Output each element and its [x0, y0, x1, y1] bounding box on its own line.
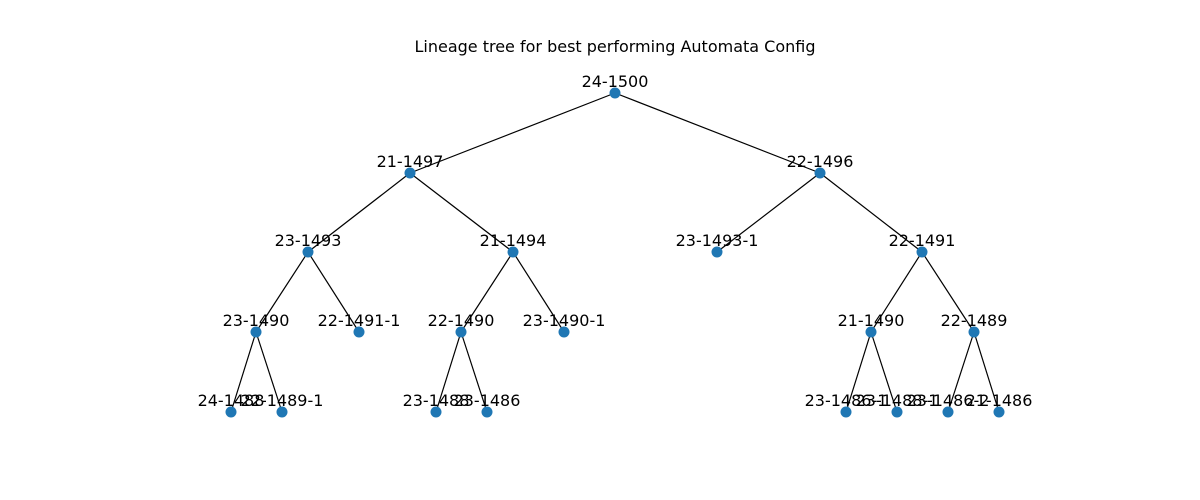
tree-node	[507, 246, 519, 258]
tree-node-label: 21-1490	[838, 311, 905, 330]
tree-node	[250, 326, 262, 338]
tree-node	[404, 167, 416, 179]
tree-node	[814, 167, 826, 179]
tree-node-label: 24-1500	[582, 72, 649, 91]
tree-edge	[845, 331, 872, 413]
tree-node-label: 22-1489-1	[241, 391, 324, 410]
tree-edge	[409, 92, 616, 174]
tree-node-label: 22-1491	[889, 231, 956, 250]
tree-node	[302, 246, 314, 258]
tree-edge	[716, 172, 821, 253]
tree-edge	[460, 331, 488, 413]
tree-node-label: 21-1497	[377, 152, 444, 171]
tree-node-label: 22-1489	[941, 311, 1008, 330]
tree-node-label: 23-1488	[403, 391, 470, 410]
tree-edge	[947, 331, 975, 413]
tree-edge	[973, 331, 1000, 413]
tree-edge	[409, 172, 514, 253]
tree-node	[942, 406, 954, 418]
tree-edge	[307, 251, 360, 333]
tree-nodes	[225, 87, 1005, 418]
tree-node	[916, 246, 928, 258]
tree-edge	[614, 92, 821, 174]
tree-edge	[255, 331, 283, 413]
tree-edge	[870, 251, 923, 333]
tree-edge	[460, 251, 514, 333]
tree-edge	[435, 331, 462, 413]
tree-node-label: 23-1486	[454, 391, 521, 410]
tree-node-label: 23-1490-1	[523, 311, 606, 330]
tree-node-label: 21-1494	[480, 231, 547, 250]
tree-node-label: 23-1486-1	[805, 391, 888, 410]
tree-node-label: 24-1488	[198, 391, 265, 410]
tree-node	[276, 406, 288, 418]
tree-node	[481, 406, 493, 418]
tree-edges	[230, 92, 1000, 413]
tree-node	[711, 246, 723, 258]
tree-node	[840, 406, 852, 418]
tree-node	[225, 406, 237, 418]
tree-node	[968, 326, 980, 338]
tree-edge	[307, 172, 411, 253]
tree-edge	[921, 251, 975, 333]
tree-node-label: 23-1490	[223, 311, 290, 330]
chart-title: Lineage tree for best performing Automat…	[414, 37, 815, 56]
tree-node	[609, 87, 621, 99]
tree-edge	[255, 251, 309, 333]
tree-edge	[819, 172, 923, 253]
tree-node-label: 21-1486	[966, 391, 1033, 410]
tree-node-label: 23-1493-1	[676, 231, 759, 250]
tree-edge	[870, 331, 898, 413]
tree-node-label: 23-1486-2	[907, 391, 990, 410]
tree-node	[455, 326, 467, 338]
tree-node-label: 22-1490	[428, 311, 495, 330]
tree-node-label: 22-1496	[787, 152, 854, 171]
tree-node	[993, 406, 1005, 418]
tree-node-label: 23-1493	[275, 231, 342, 250]
tree-edge	[230, 331, 257, 413]
tree-edge	[512, 251, 565, 333]
tree-node	[430, 406, 442, 418]
tree-labels: 24-1500 21-1497 22-1496 23-1493 21-1494 23-14…	[198, 72, 1033, 410]
tree-node-label: 22-1491-1	[318, 311, 401, 330]
tree-node	[353, 326, 365, 338]
tree-node	[891, 406, 903, 418]
tree-node-label: 23-1488-1	[856, 391, 939, 410]
tree-node	[558, 326, 570, 338]
tree-node	[865, 326, 877, 338]
